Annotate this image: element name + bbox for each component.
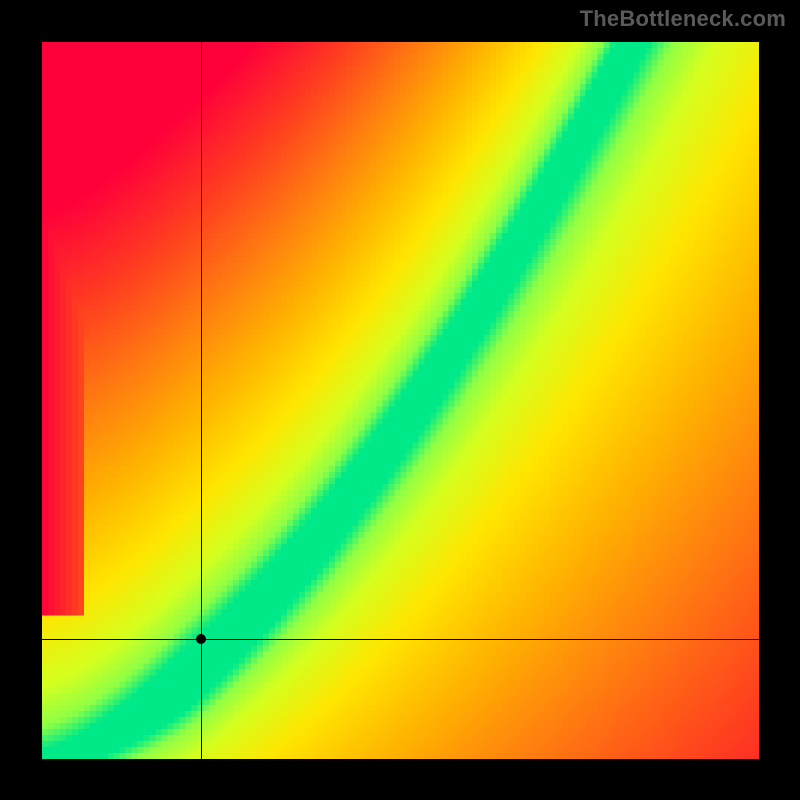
- crosshair-horizontal: [42, 639, 759, 640]
- heatmap-plot: [42, 42, 759, 759]
- crosshair-vertical: [201, 42, 202, 759]
- heatmap-canvas: [42, 42, 759, 759]
- watermark-text: TheBottleneck.com: [580, 6, 786, 32]
- crosshair-marker: [196, 634, 206, 644]
